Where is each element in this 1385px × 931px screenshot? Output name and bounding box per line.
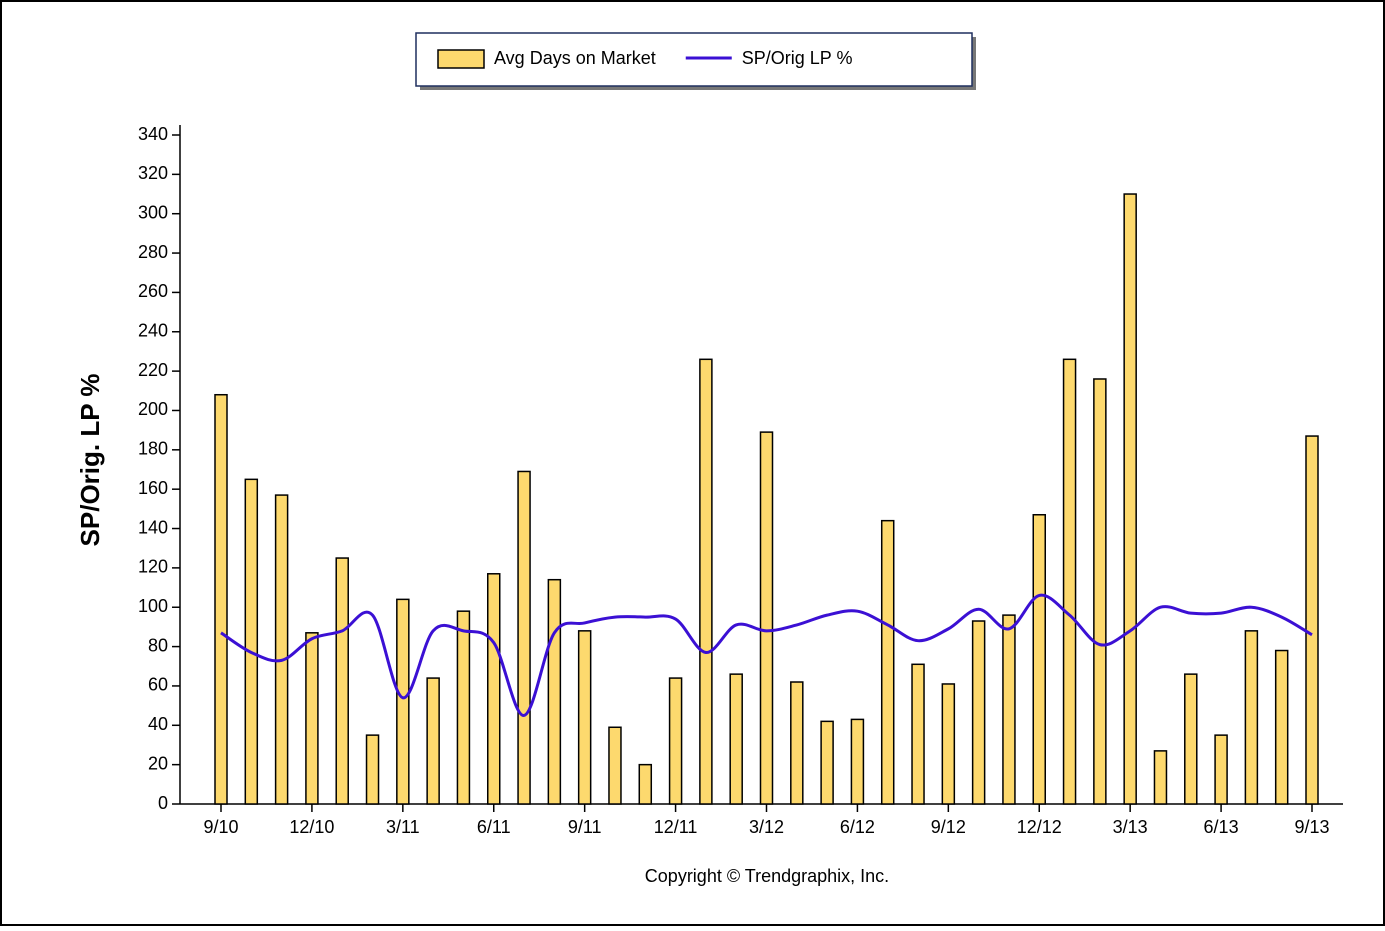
- bar: [759, 431, 774, 805]
- y-tick-label: 260: [138, 281, 168, 301]
- x-tick-label: 9/12: [931, 817, 966, 837]
- bar: [274, 494, 289, 805]
- y-tick-label: 140: [138, 517, 168, 537]
- y-tick-label: 180: [138, 439, 168, 459]
- bar: [790, 681, 804, 805]
- bar: [547, 578, 562, 805]
- y-tick-label: 100: [138, 596, 168, 616]
- legend-swatch: [437, 49, 485, 69]
- bar: [426, 677, 440, 805]
- y-tick-label: 120: [138, 557, 168, 577]
- y-tick-label: 300: [138, 202, 168, 222]
- bar: [396, 598, 410, 805]
- y-tick-label: 220: [138, 360, 168, 380]
- y-tick-label: 200: [138, 399, 168, 419]
- y-tick-label: 280: [138, 242, 168, 262]
- bar: [668, 677, 683, 805]
- x-tick-label: 12/10: [289, 817, 334, 837]
- bar: [941, 683, 956, 805]
- bar: [456, 610, 471, 805]
- bar: [850, 718, 865, 805]
- bar: [1153, 750, 1168, 805]
- legend-label: Avg Days on Market: [494, 48, 656, 68]
- x-tick-label: 3/13: [1113, 817, 1148, 837]
- y-tick-label: 0: [158, 793, 168, 813]
- y-tick-label: 40: [148, 714, 168, 734]
- x-tick-label: 9/10: [203, 817, 238, 837]
- bar: [1184, 673, 1198, 805]
- bar: [487, 573, 501, 805]
- bar: [1093, 378, 1107, 805]
- y-tick-label: 240: [138, 321, 168, 341]
- line: [220, 593, 1313, 717]
- bar: [1123, 193, 1137, 805]
- bar: [608, 726, 622, 805]
- y-tick-label: 20: [148, 753, 168, 773]
- bar: [699, 358, 713, 805]
- y-tick-label: 340: [138, 124, 168, 144]
- legend: [415, 32, 973, 87]
- bar: [911, 663, 925, 805]
- y-tick-label: 80: [148, 635, 168, 655]
- x-tick-label: 3/11: [386, 817, 420, 837]
- bar: [971, 620, 986, 805]
- x-tick-label: 6/11: [477, 817, 511, 837]
- bar: [820, 720, 834, 805]
- x-tick-label: 3/12: [749, 817, 784, 837]
- x-tick-label: 9/13: [1294, 817, 1329, 837]
- bar: [517, 470, 531, 805]
- bar: [1062, 358, 1077, 805]
- bar: [214, 393, 228, 805]
- bar: [1274, 649, 1289, 805]
- bar: [880, 519, 895, 805]
- bar: [305, 632, 319, 805]
- x-tick-label: 6/12: [840, 817, 875, 837]
- bar: [577, 630, 592, 805]
- y-tick-label: 160: [138, 478, 168, 498]
- bar: [1305, 435, 1319, 805]
- bar: [1214, 734, 1228, 805]
- bar: [335, 557, 349, 805]
- bar: [729, 673, 743, 805]
- x-tick-label: 12/11: [654, 817, 698, 837]
- y-tick-label: 60: [148, 675, 168, 695]
- bar: [1032, 514, 1046, 805]
- x-tick-label: 6/13: [1204, 817, 1239, 837]
- copyright: Copyright © Trendgraphix, Inc.: [645, 866, 889, 886]
- bar: [1244, 630, 1259, 805]
- x-tick-label: 9/11: [568, 817, 602, 837]
- bar: [1002, 614, 1016, 805]
- bar: [244, 478, 259, 805]
- y-tick-label: 320: [138, 163, 168, 183]
- y-axis-title: SP/Orig. LP %: [75, 374, 105, 547]
- x-tick-label: 12/12: [1017, 817, 1062, 837]
- bar: [365, 734, 380, 805]
- bar: [638, 763, 653, 805]
- legend-label: SP/Orig LP %: [742, 48, 853, 68]
